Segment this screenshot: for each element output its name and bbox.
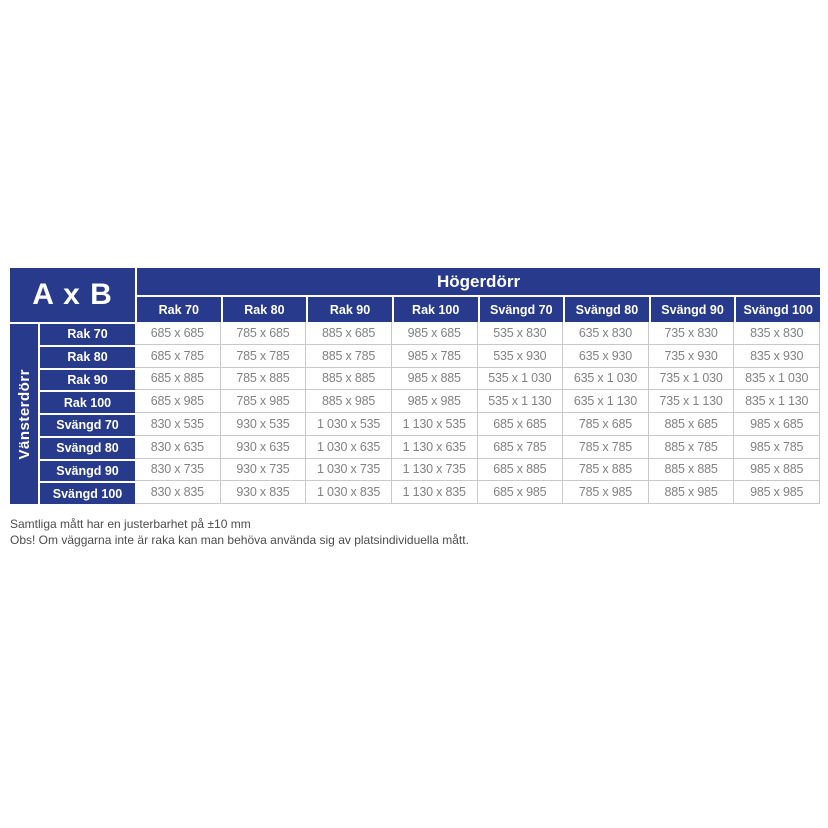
table-cell: 685 x 885 [477,458,564,482]
row-header: Rak 70 [40,322,135,345]
table-cell: 635 x 830 [563,322,649,345]
table-cell: 535 x 930 [477,344,564,368]
column-header: Svängd 70 [477,295,564,322]
column-header: Svängd 80 [563,295,649,322]
row-header: Svängd 100 [40,481,135,504]
footnote-adjustability: Samtliga mått har en justerbarhet på ±10… [10,517,251,531]
column-header: Rak 70 [135,295,221,322]
table-cell: 785 x 885 [220,367,307,391]
table-cell: 685 x 785 [135,344,221,368]
table-cell: 785 x 985 [220,390,307,413]
table-cell: 1 130 x 635 [391,435,478,459]
table-cell: 885 x 985 [306,390,392,413]
table-cell: 1 030 x 635 [306,435,392,459]
footnotes: Samtliga mått har en justerbarhet på ±10… [10,516,469,548]
table-cell: 635 x 1 030 [563,367,649,391]
row-group-label-text: Vänsterdörr [15,368,33,460]
table-cell: 1 030 x 735 [306,458,392,482]
row-header: Rak 90 [40,367,135,391]
table-cell: 735 x 1 130 [648,390,735,413]
row-header: Rak 80 [40,344,135,368]
table-cell: 685 x 985 [135,390,221,413]
table-cell: 885 x 685 [306,322,392,345]
table-cell: 985 x 785 [391,344,478,368]
table-cell: 835 x 930 [734,344,820,368]
table-cell: 785 x 685 [563,413,649,436]
column-group-header-hogerdorr: Högerdörr [135,268,820,295]
table-cell: 835 x 1 030 [734,367,820,391]
table-cell: 785 x 785 [563,435,649,459]
table-cell: 885 x 885 [648,458,735,482]
table-cell: 685 x 685 [477,413,564,436]
corner-cell-axb: A x B [10,268,135,322]
table-cell: 535 x 1 030 [477,367,564,391]
table-cell: 830 x 735 [135,458,221,482]
row-header: Svängd 90 [40,458,135,482]
table-cell: 785 x 785 [220,344,307,368]
table-cell: 885 x 785 [306,344,392,368]
column-header: Svängd 90 [648,295,735,322]
table-cell: 985 x 685 [734,413,820,436]
table-cell: 885 x 685 [648,413,735,436]
table-cell: 985 x 885 [734,458,820,482]
row-header: Rak 100 [40,390,135,413]
table-cell: 830 x 635 [135,435,221,459]
table-cell: 985 x 785 [734,435,820,459]
table-cell: 985 x 685 [391,322,478,345]
table-cell: 685 x 885 [135,367,221,391]
table-cell: 985 x 985 [734,481,820,504]
table-cell: 985 x 985 [391,390,478,413]
table-cell: 535 x 830 [477,322,564,345]
table-cell: 735 x 1 030 [648,367,735,391]
table-cell: 1 130 x 535 [391,413,478,436]
row-group-label-vansterdorr: Vänsterdörr [10,322,40,504]
row-header: Svängd 70 [40,413,135,436]
table-cell: 885 x 985 [648,481,735,504]
row-header: Svängd 80 [40,435,135,459]
table-cell: 835 x 830 [734,322,820,345]
table-cell: 1 030 x 535 [306,413,392,436]
table-cell: 835 x 1 130 [734,390,820,413]
table-cell: 735 x 830 [648,322,735,345]
column-header: Rak 100 [391,295,478,322]
table-cell: 930 x 535 [220,413,307,436]
column-header: Svängd 100 [734,295,820,322]
table-cell: 785 x 885 [563,458,649,482]
table-cell: 930 x 635 [220,435,307,459]
table-cell: 1 130 x 735 [391,458,478,482]
table-cell: 930 x 835 [220,481,307,504]
table-cell: 535 x 1 130 [477,390,564,413]
table-cell: 885 x 785 [648,435,735,459]
table-cell: 785 x 985 [563,481,649,504]
table-cell: 635 x 1 130 [563,390,649,413]
table-cell: 1 130 x 835 [391,481,478,504]
table-cell: 685 x 685 [135,322,221,345]
table-cell: 985 x 885 [391,367,478,391]
table-cell: 1 030 x 835 [306,481,392,504]
column-header: Rak 90 [306,295,392,322]
table-cell: 735 x 930 [648,344,735,368]
table-cell: 930 x 735 [220,458,307,482]
table-cell: 830 x 835 [135,481,221,504]
column-header: Rak 80 [220,295,307,322]
table-cell: 685 x 985 [477,481,564,504]
door-size-table: A x B Högerdörr Rak 70 Rak 80 Rak 90 Rak… [10,268,820,504]
table-cell: 635 x 930 [563,344,649,368]
table-cell: 830 x 535 [135,413,221,436]
table-cell: 685 x 785 [477,435,564,459]
footnote-walls-note: Obs! Om väggarna inte är raka kan man be… [10,533,469,547]
table-cell: 885 x 885 [306,367,392,391]
table-cell: 785 x 685 [220,322,307,345]
